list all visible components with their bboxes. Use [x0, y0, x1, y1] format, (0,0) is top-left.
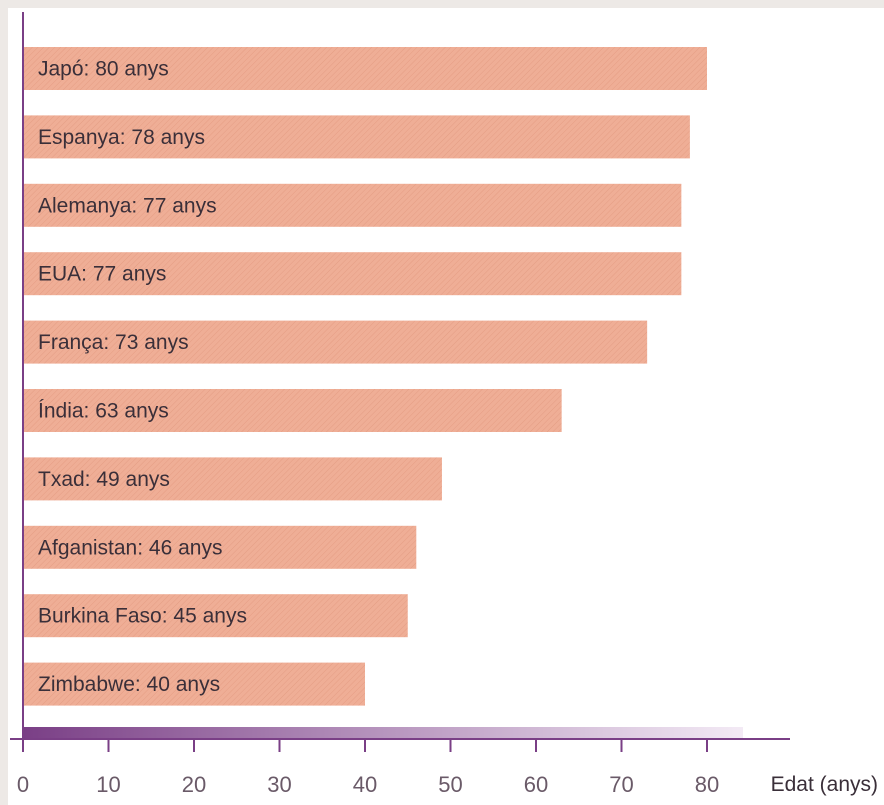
bar: [23, 252, 682, 296]
x-tick-label: 80: [695, 772, 719, 797]
bar: [23, 525, 417, 569]
bar: [23, 183, 682, 227]
bar: [23, 457, 442, 501]
bar-label: Zimbabwe: 40 anys: [38, 673, 220, 696]
x-axis-band: [23, 727, 743, 739]
x-tick-label: 0: [17, 772, 29, 797]
bar: [23, 47, 707, 90]
x-tick-label: 50: [438, 772, 462, 797]
x-tick-label: 70: [609, 772, 633, 797]
x-tick-label: 20: [182, 772, 206, 797]
bar: [23, 662, 365, 706]
x-tick-label: 60: [524, 772, 548, 797]
bar-label: Afganistan: 46 anys: [38, 536, 222, 559]
x-tick-label: 10: [96, 772, 120, 797]
bar-label: Txad: 49 anys: [38, 468, 170, 491]
x-axis-title: Edat (anys): [771, 773, 878, 796]
bar: [23, 115, 690, 159]
bar-label: Japó: 80 anys: [38, 58, 169, 81]
x-tick-label: 40: [353, 772, 377, 797]
bar-label: EUA: 77 anys: [38, 263, 166, 286]
bar-label: França: 73 anys: [38, 331, 189, 354]
x-tick-label: 30: [267, 772, 291, 797]
bar: [23, 594, 408, 638]
bar-label: Alemanya: 77 anys: [38, 194, 217, 217]
bar-label: Índia: 63 anys: [38, 400, 169, 423]
bar: [23, 389, 562, 432]
bar-label: Espanya: 78 anys: [38, 126, 205, 149]
bar-label: Burkina Faso: 45 anys: [38, 605, 247, 628]
bar: [23, 320, 648, 364]
